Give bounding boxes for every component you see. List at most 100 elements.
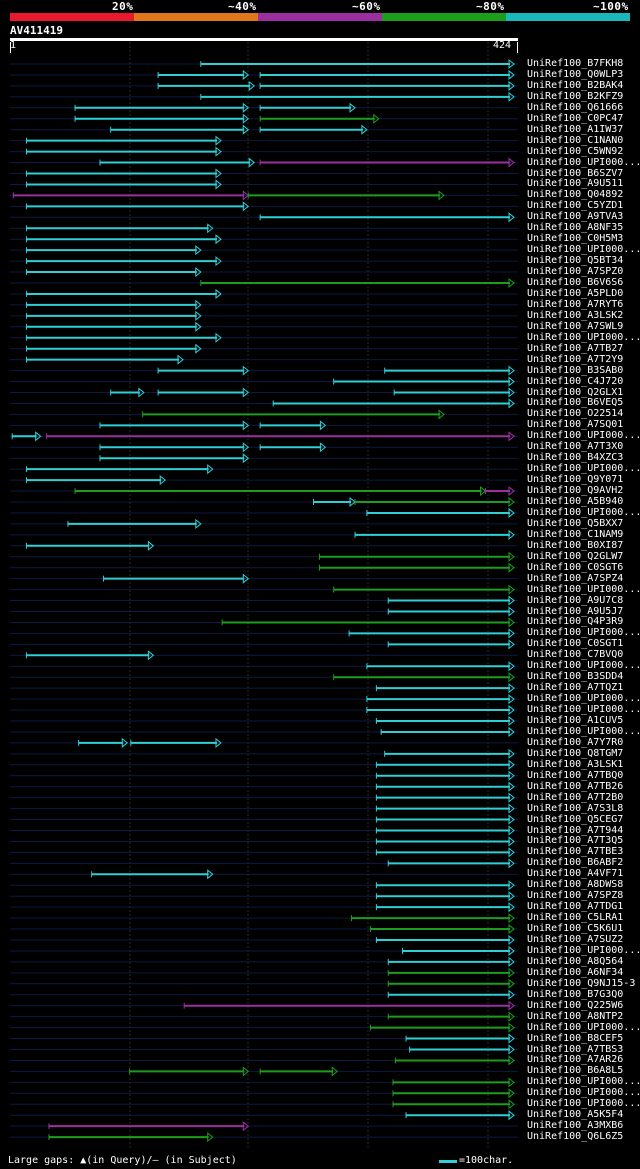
- hit-label[interactable]: UniRef100_A7SPZ0: [527, 266, 624, 278]
- hit-label[interactable]: UniRef100_B6A8L5: [527, 1065, 624, 1077]
- hit-label[interactable]: UniRef100_Q2GLX1: [527, 386, 624, 398]
- hit-label[interactable]: UniRef100_A3LSK2: [527, 309, 624, 321]
- hit-label[interactable]: UniRef100_A7SPZ8: [527, 890, 624, 902]
- hit-label[interactable]: UniRef100_B6VEQ5: [527, 397, 624, 409]
- hit-label[interactable]: UniRef100_A5K5F4: [527, 1109, 624, 1121]
- hit-label[interactable]: UniRef100_UPI000...: [527, 944, 640, 956]
- hit-label[interactable]: UniRef100_A7TB26: [527, 780, 624, 792]
- hit-label[interactable]: UniRef100_C5LRA1: [527, 912, 624, 924]
- hit-label[interactable]: UniRef100_A7Y7R0: [527, 736, 624, 748]
- hit-label[interactable]: UniRef100_Q9AVH2: [527, 485, 624, 497]
- hit-label[interactable]: UniRef100_UPI000...: [527, 331, 640, 343]
- hit-label[interactable]: UniRef100_A7RYT6: [527, 298, 624, 310]
- hit-label[interactable]: UniRef100_C0PC47: [527, 112, 624, 124]
- hit-label[interactable]: UniRef100_B4XZC3: [527, 452, 624, 464]
- hit-label[interactable]: UniRef100_UPI000...: [527, 1076, 640, 1088]
- hit-label[interactable]: UniRef100_A7TBE3: [527, 846, 624, 858]
- hit-label[interactable]: UniRef100_C0SGT1: [527, 638, 624, 650]
- hit-label[interactable]: UniRef100_B8CEF5: [527, 1032, 624, 1044]
- hit-label[interactable]: UniRef100_Q4P3R9: [527, 616, 624, 628]
- hit-label[interactable]: UniRef100_A9U7C8: [527, 594, 624, 606]
- hit-label[interactable]: UniRef100_Q5BXX7: [527, 517, 624, 529]
- hit-label[interactable]: UniRef100_A1CUV5: [527, 715, 624, 726]
- hit-label[interactable]: UniRef100_B3SDD4: [527, 671, 624, 683]
- hit-label[interactable]: UniRef100_C5WN92: [527, 145, 624, 157]
- hit-label[interactable]: UniRef100_A7TBQ0: [527, 769, 624, 781]
- hit-label[interactable]: UniRef100_Q2GLW7: [527, 550, 624, 562]
- hit-label[interactable]: UniRef100_Q5CEG7: [527, 813, 624, 825]
- hit-label[interactable]: UniRef100_UPI000...: [527, 1098, 640, 1110]
- hit-label[interactable]: UniRef100_B0XI87: [527, 539, 624, 551]
- hit-label[interactable]: UniRef100_A7T944: [527, 824, 624, 836]
- hit-label[interactable]: UniRef100_Q225W6: [527, 999, 624, 1011]
- hit-label[interactable]: UniRef100_Q9NJ15-3: [527, 977, 636, 989]
- hit-label[interactable]: UniRef100_A7TB27: [527, 342, 624, 354]
- hit-label[interactable]: UniRef100_A9U5J7: [527, 605, 624, 617]
- hit-label[interactable]: UniRef100_Q8TGM7: [527, 747, 624, 759]
- hit-label[interactable]: UniRef100_A7S3L8: [527, 802, 624, 814]
- hit-label[interactable]: UniRef100_UPI000...: [527, 704, 640, 716]
- hit-label[interactable]: UniRef100_A7AR26: [527, 1054, 624, 1066]
- hit-label[interactable]: UniRef100_UPI000...: [527, 693, 640, 705]
- hit-label[interactable]: UniRef100_A7SUZ2: [527, 934, 624, 945]
- hit-label[interactable]: UniRef100_A3MXB6: [527, 1120, 624, 1132]
- hit-label[interactable]: UniRef100_A5B940: [527, 496, 624, 507]
- hit-label[interactable]: UniRef100_A7T2B0: [527, 791, 624, 803]
- hit-label[interactable]: UniRef100_UPI000...: [527, 430, 640, 442]
- hit-label[interactable]: UniRef100_A8NF35: [527, 222, 624, 234]
- hit-label[interactable]: UniRef100_C1NAM9: [527, 528, 624, 540]
- hit-label[interactable]: UniRef100_A1IW37: [527, 123, 624, 135]
- hit-label[interactable]: UniRef100_B6ABF2: [527, 857, 624, 869]
- hit-label[interactable]: UniRef100_A8DWS8: [527, 879, 624, 891]
- hit-label[interactable]: UniRef100_A7T3Q5: [527, 835, 624, 847]
- hit-label[interactable]: UniRef100_C5K6U1: [527, 923, 624, 935]
- hit-label[interactable]: UniRef100_A7SWL9: [527, 320, 624, 332]
- hit-label[interactable]: UniRef100_UPI000...: [527, 463, 640, 475]
- hit-label[interactable]: UniRef100_A4VF71: [527, 868, 624, 880]
- hit-label[interactable]: UniRef100_Q9Y071: [527, 474, 624, 486]
- hit-label[interactable]: UniRef100_A3LSK1: [527, 758, 624, 770]
- hit-label[interactable]: UniRef100_Q04892: [527, 189, 624, 201]
- hit-label[interactable]: UniRef100_Q0WLP3: [527, 68, 624, 80]
- hit-label[interactable]: UniRef100_UPI000...: [527, 725, 640, 737]
- hit-label[interactable]: UniRef100_A5PLD0: [527, 287, 624, 299]
- hit-label[interactable]: UniRef100_O22514: [527, 408, 624, 420]
- hit-label[interactable]: UniRef100_B7FKH8: [527, 58, 624, 69]
- hit-label[interactable]: UniRef100_C0SGT6: [527, 561, 624, 573]
- hit-label[interactable]: UniRef100_Q61666: [527, 101, 624, 113]
- hit-label[interactable]: UniRef100_Q5BT34: [527, 255, 624, 267]
- hit-label[interactable]: UniRef100_A6NF34: [527, 966, 624, 978]
- hit-label[interactable]: UniRef100_A7TQZ1: [527, 682, 624, 694]
- hit-label[interactable]: UniRef100_B6V6S6: [527, 277, 624, 288]
- hit-label[interactable]: UniRef100_B6SZV7: [527, 167, 624, 179]
- hit-label[interactable]: UniRef100_B3SAB0: [527, 364, 624, 376]
- hit-label[interactable]: UniRef100_C5YZD1: [527, 200, 624, 212]
- hit-label[interactable]: UniRef100_A9U511: [527, 178, 624, 190]
- hit-label[interactable]: UniRef100_B2KFZ9: [527, 90, 624, 102]
- hit-label[interactable]: UniRef100_UPI000...: [527, 156, 640, 168]
- hit-label[interactable]: UniRef100_A8NTP2: [527, 1010, 624, 1022]
- hit-label[interactable]: UniRef100_B2BAK4: [527, 79, 624, 91]
- hit-label[interactable]: UniRef100_UPI000...: [527, 1021, 640, 1033]
- hit-segment-arrow: [508, 705, 515, 716]
- hit-label[interactable]: UniRef100_C7BVQ0: [527, 649, 624, 661]
- hit-label[interactable]: UniRef100_Q6L6Z5: [527, 1131, 624, 1143]
- hit-label[interactable]: UniRef100_A7TBS3: [527, 1043, 624, 1055]
- hit-label[interactable]: UniRef100_C4J720: [527, 375, 624, 387]
- hit-label[interactable]: UniRef100_A7SPZ4: [527, 572, 624, 584]
- hit-label[interactable]: UniRef100_A9TVA3: [527, 211, 624, 223]
- hit-label[interactable]: UniRef100_A7SQ01: [527, 419, 624, 431]
- hit-label[interactable]: UniRef100_A7TDG1: [527, 901, 624, 913]
- hit-label[interactable]: UniRef100_C1NAN0: [527, 134, 624, 146]
- hit-label[interactable]: UniRef100_UPI000...: [527, 583, 640, 595]
- hit-label[interactable]: UniRef100_UPI000...: [527, 1087, 640, 1099]
- hit-label[interactable]: UniRef100_UPI000...: [527, 660, 640, 672]
- hit-label[interactable]: UniRef100_A7T3X0: [527, 441, 624, 453]
- hit-label[interactable]: UniRef100_B7G3Q0: [527, 988, 624, 1000]
- hit-label[interactable]: UniRef100_A8Q564: [527, 955, 624, 967]
- hit-label[interactable]: UniRef100_UPI000...: [527, 506, 640, 518]
- hit-label[interactable]: UniRef100_UPI000...: [527, 244, 640, 256]
- hit-label[interactable]: UniRef100_UPI000...: [527, 627, 640, 639]
- hit-label[interactable]: UniRef100_C0H5M3: [527, 233, 624, 245]
- hit-label[interactable]: UniRef100_A7T2Y9: [527, 353, 624, 365]
